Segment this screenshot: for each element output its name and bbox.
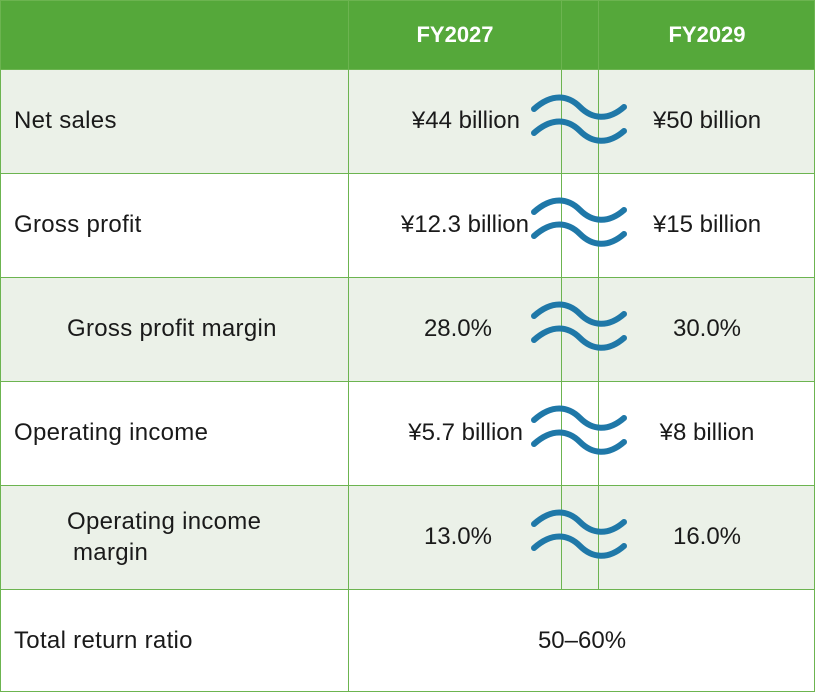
header-fy2027: FY2027 <box>416 21 494 47</box>
fy2029-value: 30.0% <box>672 315 742 342</box>
fy2027-value: ¥12.3 billion <box>400 211 529 238</box>
row-label: Gross profit <box>14 211 142 238</box>
row-label: Gross profit margin <box>67 315 277 342</box>
wave-break-icon <box>531 197 627 247</box>
fy2029-value: ¥8 billion <box>659 419 755 446</box>
row-divider <box>0 589 815 590</box>
row-divider <box>0 277 815 278</box>
wave-break-icon <box>531 509 627 559</box>
table-row-net-sales: Net sales ¥44 billion ¥50 billion <box>0 69 815 173</box>
fy2027-value: 13.0% <box>423 523 492 550</box>
row-label: Operating income <box>14 419 209 446</box>
wave-break-icon <box>531 301 627 351</box>
header-row: FY2027 FY2029 <box>0 0 815 69</box>
table-row-operating-income: Operating income ¥5.7 billion ¥8 billion <box>0 381 815 485</box>
fy2027-value: ¥5.7 billion <box>408 419 523 446</box>
row-label: Net sales <box>14 107 117 134</box>
fy2029-value: ¥15 billion <box>652 211 762 238</box>
row-label-line1: Operating income <box>67 508 262 535</box>
row-divider <box>0 381 815 382</box>
row-divider <box>0 69 815 70</box>
wave-break-icon <box>531 405 627 455</box>
fy2029-value: 16.0% <box>672 523 742 550</box>
row-divider <box>0 485 815 486</box>
fy2027-value: ¥44 billion <box>411 107 520 134</box>
header-fy2029: FY2029 <box>668 21 746 47</box>
table-row-total-return-ratio: Total return ratio 50–60% <box>0 589 815 692</box>
row-divider <box>0 173 815 174</box>
fy2027-value: 28.0% <box>423 315 492 342</box>
row-label: Total return ratio <box>14 626 193 654</box>
column-divider <box>561 0 562 589</box>
column-divider <box>348 0 349 692</box>
column-divider <box>598 0 599 589</box>
fy2029-value: ¥50 billion <box>652 107 762 134</box>
wave-break-icon <box>531 94 627 144</box>
total-return-value: 50–60% <box>537 626 627 654</box>
table-row-operating-income-margin: Operating income margin 13.0% 16.0% <box>0 485 815 589</box>
row-label: Operating income margin <box>0 485 349 589</box>
table-row-gross-profit: Gross profit ¥12.3 billion ¥15 billion <box>0 173 815 277</box>
row-label-line2: margin <box>73 539 149 566</box>
table-row-gross-profit-margin: Gross profit margin 28.0% 30.0% <box>0 277 815 381</box>
